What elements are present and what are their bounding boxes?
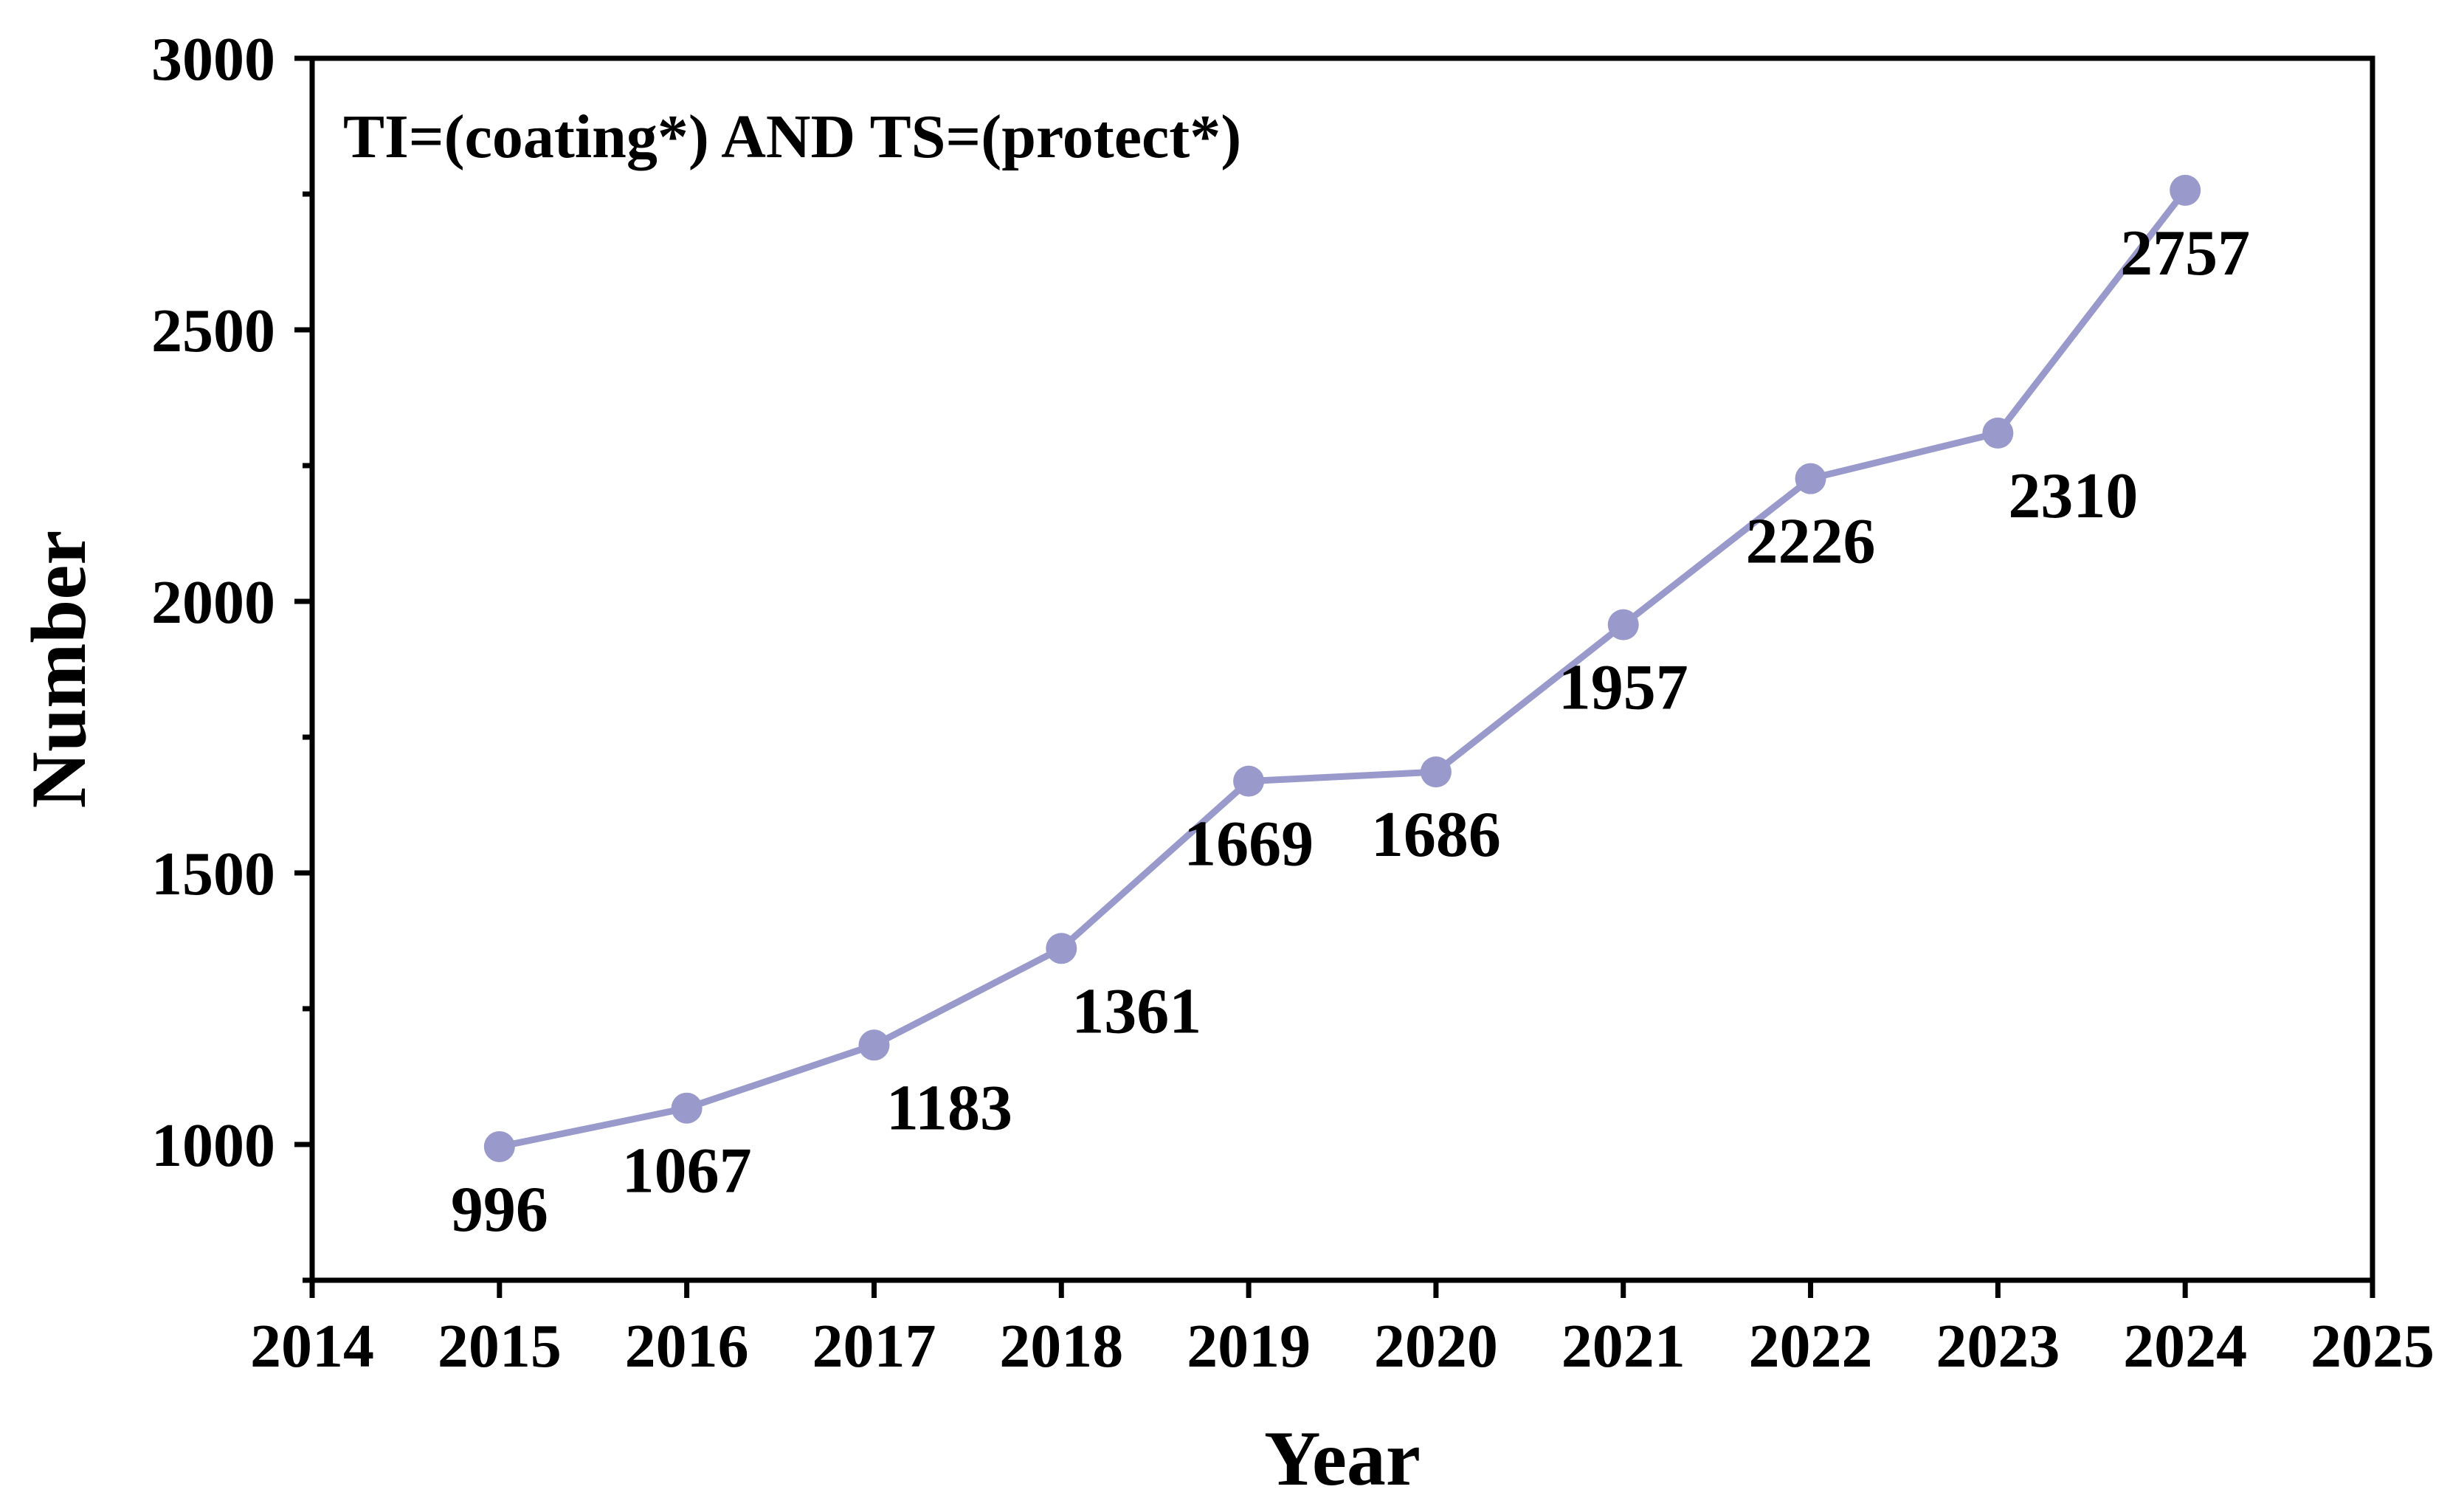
data-label-2016: 1067 [622, 1136, 752, 1207]
x-tick-label: 2016 [625, 1312, 749, 1381]
x-axis-label: Year [1264, 1415, 1421, 1502]
x-axis-ticks: 2014 2015 2016 2017 2018 2019 2020 2021 2022 2023… [250, 1280, 2434, 1381]
data-label-2023: 2310 [2008, 460, 2138, 532]
plot-frame [309, 55, 2375, 1283]
data-point-2015 [483, 1130, 515, 1162]
data-point-2016 [671, 1092, 703, 1124]
series-layer: 996 1067 1183 1361 1669 1686 1957 2226 2310 2757 [451, 174, 2250, 1246]
x-tick-label: 2023 [1936, 1312, 2060, 1381]
series-line [498, 188, 2188, 1150]
y-axis-label: Number [15, 531, 102, 809]
y-axis-ticks: 1000 1500 2000 2500 3000 [151, 25, 312, 1283]
query-annotation: TI=(coating*) AND TS=(protect*) [343, 103, 1241, 171]
x-tick-label: 2015 [438, 1312, 562, 1381]
data-label-2015: 996 [451, 1174, 548, 1246]
x-tick-label: 2024 [2123, 1312, 2247, 1381]
data-point-2020 [1420, 756, 1452, 788]
data-label-2021: 1957 [1559, 652, 1688, 724]
y-tick-label: 3000 [151, 25, 275, 94]
x-tick-label: 2020 [1374, 1312, 1498, 1381]
data-label-2022: 2226 [1746, 506, 1876, 578]
data-point-2022 [1795, 463, 1826, 494]
data-label-2024: 2757 [2120, 218, 2250, 289]
data-label-2018: 1361 [1071, 976, 1201, 1047]
y-tick-label: 1500 [151, 840, 275, 908]
x-tick-label: 2021 [1561, 1312, 1685, 1381]
data-point-2021 [1607, 609, 1639, 640]
x-tick-label: 2022 [1749, 1312, 1873, 1381]
data-label-2017: 1183 [886, 1072, 1012, 1144]
y-tick-label: 2000 [151, 568, 275, 637]
data-point-2023 [1982, 417, 2014, 449]
data-label-2020: 1686 [1371, 799, 1501, 871]
y-tick-label: 1000 [151, 1111, 275, 1180]
y-tick-label: 2500 [151, 297, 275, 365]
data-point-2018 [1046, 933, 1077, 964]
x-tick-label: 2019 [1187, 1312, 1311, 1381]
data-label-2019: 1669 [1184, 809, 1314, 880]
data-point-2017 [858, 1029, 890, 1061]
x-tick-label: 2017 [812, 1312, 936, 1381]
data-point-2019 [1233, 765, 1265, 797]
x-tick-label: 2014 [250, 1312, 374, 1381]
x-tick-label: 2025 [2311, 1312, 2434, 1381]
data-point-2024 [2170, 174, 2201, 206]
x-tick-label: 2018 [999, 1312, 1123, 1381]
